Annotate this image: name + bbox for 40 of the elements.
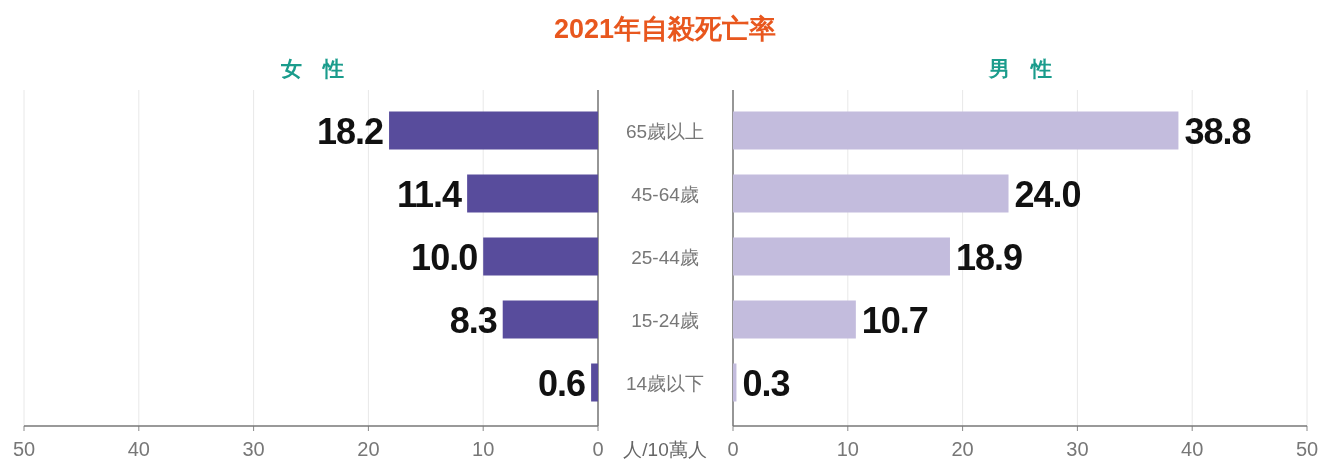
text: 0.3: [742, 362, 790, 404]
text: 人/10萬人: [623, 439, 707, 460]
text: 38.8: [1184, 110, 1251, 152]
bar: [733, 300, 856, 339]
chart-subtitle: 女 性: [279, 57, 344, 80]
x-tick-label: 50: [12, 438, 36, 460]
y-tick-label: 14歲以下: [625, 372, 705, 394]
text: 10.7: [861, 299, 928, 341]
x-tick-label: 30: [1066, 438, 1089, 460]
text: 24.0: [1014, 173, 1081, 215]
chart-subtitle: 男 性: [987, 57, 1052, 80]
bar: [733, 111, 1179, 150]
x-tick-label: 30: [242, 438, 265, 460]
bar: [733, 237, 950, 276]
text: 11.4: [397, 173, 462, 215]
y-tick-label: 15-24歲: [631, 309, 699, 331]
bar: [389, 111, 598, 150]
text: 2021年自殺死亡率: [553, 14, 777, 44]
text: 0.6: [538, 362, 586, 404]
x-tick-label: 10: [836, 438, 859, 460]
x-tick-label: 20: [357, 438, 380, 460]
y-tick-label: 45-64歲: [631, 183, 699, 205]
text: 8.3: [449, 299, 497, 341]
x-tick-label: 40: [1181, 438, 1204, 460]
x-tick-label: 20: [951, 438, 974, 460]
bar: [502, 300, 598, 339]
text: 18.9: [955, 236, 1023, 278]
x-tick-label: 40: [127, 438, 150, 460]
y-tick-label: 65歲以上: [625, 120, 705, 142]
x-tick-label: 10: [472, 438, 495, 460]
bar: [591, 363, 598, 402]
x-tick-label: 50: [1295, 438, 1319, 460]
x-tick-label: 0: [592, 438, 604, 460]
text: 18.2: [316, 110, 384, 152]
bar: [483, 237, 598, 276]
y-tick-label: 25-44歲: [631, 246, 699, 268]
bar: [733, 174, 1009, 213]
x-tick-label: 0: [727, 438, 739, 460]
text: 10.0: [411, 236, 478, 278]
bar: [467, 174, 598, 213]
